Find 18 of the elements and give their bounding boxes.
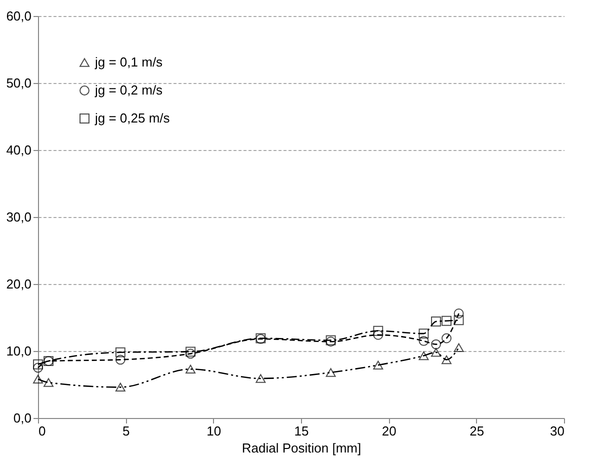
legend-label: jg = 0,25 m/s [94, 110, 170, 126]
y-tick-label: 50,0 [6, 76, 32, 90]
y-tick-label: 20,0 [6, 276, 32, 292]
y-tick-label: 40,0 [6, 142, 32, 158]
x-tick-label: 15 [294, 424, 309, 438]
x-tick-label: 20 [382, 424, 396, 438]
y-tick-label: 0,0 [13, 410, 32, 426]
y-tick-label: 30,0 [6, 210, 32, 224]
y-tick-label: 10,0 [6, 344, 32, 358]
x-axis-title: Radial Position [mm] [242, 440, 362, 456]
x-tick-label: 10 [206, 424, 222, 438]
x-tick-label: 0 [38, 424, 46, 438]
legend-label: jg = 0,2 m/s [94, 82, 164, 98]
legend-label: jg = 0,1 m/s [94, 54, 164, 70]
y-tick-label: 60,0 [6, 8, 32, 24]
x-tick-label: 30 [550, 424, 564, 438]
x-tick-label: 25 [470, 424, 484, 438]
x-tick-label: 5 [122, 424, 130, 438]
